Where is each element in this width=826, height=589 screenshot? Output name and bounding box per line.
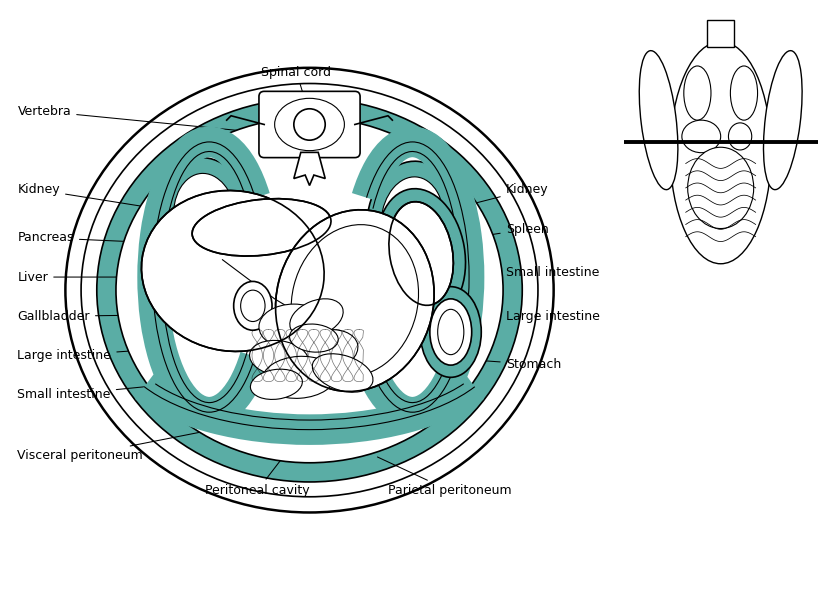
Text: Vertebra: Vertebra [17, 105, 263, 133]
Ellipse shape [682, 120, 720, 153]
Ellipse shape [81, 84, 538, 497]
Ellipse shape [430, 299, 472, 365]
Ellipse shape [294, 109, 325, 140]
Ellipse shape [729, 123, 752, 150]
Text: Peritoneal cavity: Peritoneal cavity [205, 436, 310, 497]
Text: Large intestine: Large intestine [434, 310, 600, 323]
Ellipse shape [730, 66, 757, 120]
Ellipse shape [141, 190, 324, 352]
Ellipse shape [249, 340, 308, 376]
Text: Parietal peritoneum: Parietal peritoneum [377, 457, 511, 497]
Ellipse shape [259, 304, 329, 349]
Ellipse shape [250, 369, 302, 399]
Text: Stomach: Stomach [412, 356, 561, 370]
Ellipse shape [159, 158, 250, 280]
Text: Small intestine: Small intestine [421, 266, 599, 279]
Ellipse shape [240, 290, 265, 322]
Ellipse shape [292, 330, 358, 373]
Ellipse shape [263, 356, 335, 398]
Text: Spinal cord: Spinal cord [262, 65, 331, 126]
Ellipse shape [438, 309, 464, 355]
Ellipse shape [275, 98, 344, 151]
Bar [707, 20, 734, 47]
Text: Kidney: Kidney [411, 183, 548, 220]
Ellipse shape [670, 42, 771, 264]
Ellipse shape [381, 177, 444, 267]
Ellipse shape [292, 224, 419, 376]
Ellipse shape [420, 287, 482, 378]
Text: Large intestine: Large intestine [17, 347, 189, 362]
Ellipse shape [192, 198, 331, 256]
Polygon shape [294, 153, 325, 186]
Ellipse shape [234, 282, 272, 330]
Text: Visceral peritoneum: Visceral peritoneum [17, 426, 233, 462]
Ellipse shape [290, 324, 338, 352]
Ellipse shape [312, 354, 373, 392]
Text: Pancreas: Pancreas [17, 231, 237, 246]
Ellipse shape [684, 66, 711, 120]
Ellipse shape [276, 210, 434, 392]
Ellipse shape [367, 161, 458, 283]
Text: Liver: Liver [17, 270, 220, 283]
Ellipse shape [97, 98, 522, 482]
Ellipse shape [377, 188, 466, 319]
Ellipse shape [290, 299, 343, 337]
Ellipse shape [116, 118, 503, 463]
FancyBboxPatch shape [259, 91, 360, 158]
Text: Gallbladder: Gallbladder [17, 310, 245, 323]
Ellipse shape [389, 201, 453, 305]
Ellipse shape [639, 51, 678, 190]
Ellipse shape [763, 51, 802, 190]
Text: Kidney: Kidney [17, 183, 228, 220]
Ellipse shape [65, 68, 553, 512]
Ellipse shape [173, 173, 236, 264]
Ellipse shape [688, 147, 753, 229]
Text: Spleen: Spleen [417, 223, 548, 246]
Text: Small intestine: Small intestine [17, 378, 237, 401]
